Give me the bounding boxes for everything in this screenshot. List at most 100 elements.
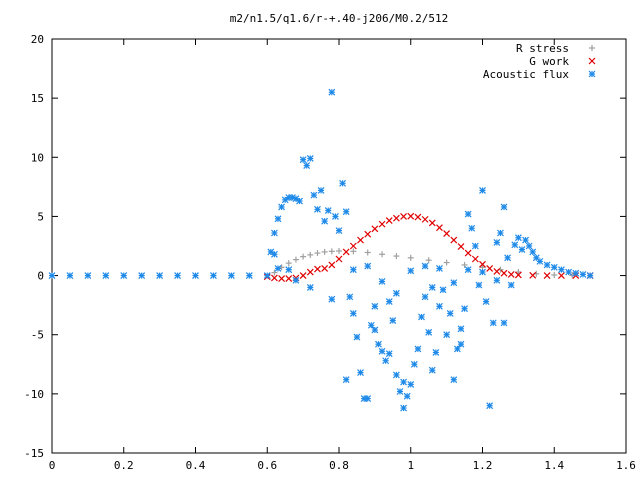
plot-frame [51, 38, 627, 454]
data-point [378, 347, 386, 355]
x-tick-label: 0 [49, 459, 56, 472]
data-point [342, 208, 350, 216]
data-point [428, 366, 436, 374]
data-point [482, 298, 490, 306]
data-point [299, 156, 307, 164]
data-point [321, 217, 329, 225]
data-point [453, 345, 461, 353]
x-tick-label: 1.4 [544, 459, 564, 472]
legend-marker [588, 70, 596, 78]
data-point [296, 197, 303, 205]
data-point [349, 242, 357, 250]
data-point [314, 250, 321, 257]
y-axis: -15 -10 -5 0 5 10 15 20 [24, 33, 626, 460]
data-point [543, 272, 551, 279]
data-point [328, 261, 336, 269]
data-point [457, 325, 465, 333]
data-point [174, 272, 181, 279]
data-point [443, 259, 450, 266]
data-point [565, 268, 573, 276]
data-point [558, 272, 565, 279]
data-point [479, 268, 486, 276]
data-point [349, 309, 357, 317]
data-point [464, 210, 472, 218]
data-point [536, 257, 544, 265]
data-point [336, 247, 342, 254]
data-point [479, 260, 486, 268]
legend-label: G work [529, 55, 569, 68]
data-point [403, 392, 411, 400]
data-point [414, 213, 422, 221]
data-point [335, 255, 343, 263]
data-point [407, 212, 415, 220]
data-point [414, 345, 422, 353]
data-point [324, 207, 332, 214]
data-point [353, 333, 361, 341]
data-point [48, 272, 56, 279]
data-point [400, 404, 407, 412]
y-tick-label: 15 [31, 92, 44, 105]
data-point [271, 229, 278, 237]
data-point [461, 305, 468, 313]
data-point [300, 253, 307, 260]
data-point [328, 248, 335, 255]
data-point [486, 402, 494, 410]
data-point [432, 349, 440, 356]
data-point [392, 214, 400, 222]
data-point [522, 236, 529, 244]
data-point [436, 265, 443, 272]
legend-marker [589, 45, 595, 51]
data-point [500, 319, 508, 327]
series-1 [263, 212, 594, 282]
data-point [497, 229, 504, 237]
data-point [278, 203, 286, 211]
data-point [421, 293, 429, 301]
data-point [375, 340, 382, 348]
x-axis: 0 0.2 0.4 0.6 0.8 1 1.2 1.4 1.6 [49, 39, 636, 472]
data-point [367, 321, 375, 329]
x-tick-label: 0.4 [186, 459, 206, 472]
data-point [493, 239, 501, 246]
data-point [227, 272, 235, 279]
data-point [328, 295, 336, 303]
data-point [504, 254, 512, 262]
data-point [500, 203, 508, 211]
x-tick-label: 0.2 [114, 459, 134, 472]
data-point [511, 241, 519, 249]
x-tick-label: 1 [407, 459, 414, 472]
y-tick-label: 20 [31, 33, 44, 46]
data-point [328, 88, 336, 96]
data-point [357, 369, 364, 376]
data-point [586, 272, 594, 279]
data-point [310, 191, 318, 199]
data-point [439, 286, 447, 294]
data-point [335, 227, 343, 235]
data-point [425, 328, 433, 336]
data-point [396, 388, 404, 395]
data-point [138, 272, 146, 279]
data-point [489, 319, 497, 327]
x-tick-label: 1.2 [473, 459, 493, 472]
data-point [410, 360, 418, 368]
data-point [314, 205, 321, 213]
data-point [418, 313, 425, 321]
data-point [514, 234, 522, 242]
data-point [425, 257, 432, 264]
data-point [493, 276, 501, 284]
data-point [428, 219, 436, 227]
data-point [357, 236, 364, 244]
data-point [450, 279, 458, 287]
data-point [274, 215, 282, 223]
data-point [514, 271, 522, 279]
data-point [342, 376, 350, 384]
data-point [263, 272, 271, 279]
data-point [102, 272, 110, 279]
data-point [364, 395, 372, 403]
data-point [210, 272, 217, 279]
data-point [457, 340, 465, 348]
data-point [346, 293, 354, 301]
data-point [421, 262, 429, 270]
data-point [550, 263, 558, 271]
data-point [306, 155, 314, 162]
data-point [407, 267, 415, 275]
